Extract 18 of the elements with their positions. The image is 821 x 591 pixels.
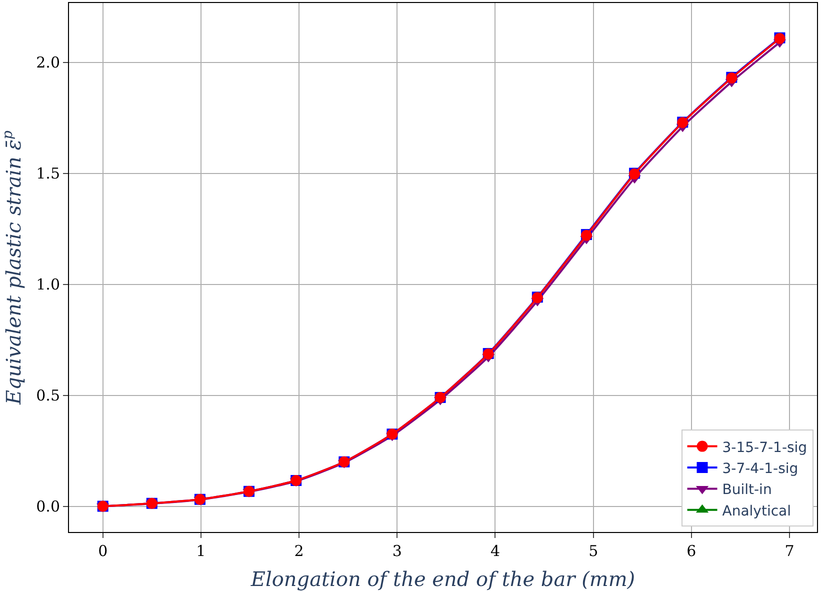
y-tick-label: 0.0 bbox=[36, 498, 60, 516]
x-axis-title: Elongation of the end of the bar (mm) bbox=[250, 567, 636, 591]
legend-label: Built-in bbox=[722, 482, 772, 498]
y-tick-label: 1.0 bbox=[36, 276, 60, 294]
x-tick-label: 4 bbox=[490, 542, 500, 560]
legend-label: Analytical bbox=[722, 503, 792, 520]
x-tick-label: 0 bbox=[98, 542, 108, 560]
x-tick-label: 2 bbox=[294, 542, 304, 560]
y-tick-label: 1.5 bbox=[36, 164, 60, 183]
x-tick-label: 1 bbox=[196, 542, 206, 560]
y-tick-label: 0.5 bbox=[36, 386, 60, 404]
x-tick-label: 5 bbox=[588, 542, 598, 560]
y-tick-label: 2.0 bbox=[36, 54, 60, 72]
legend-label: 3-15-7-1-sig bbox=[722, 440, 808, 456]
x-tick-label: 3 bbox=[392, 542, 402, 560]
x-tick-label: 6 bbox=[686, 542, 696, 560]
legend-label: 3-7-4-1-sig bbox=[722, 460, 798, 477]
x-tick-label: 7 bbox=[784, 542, 794, 560]
